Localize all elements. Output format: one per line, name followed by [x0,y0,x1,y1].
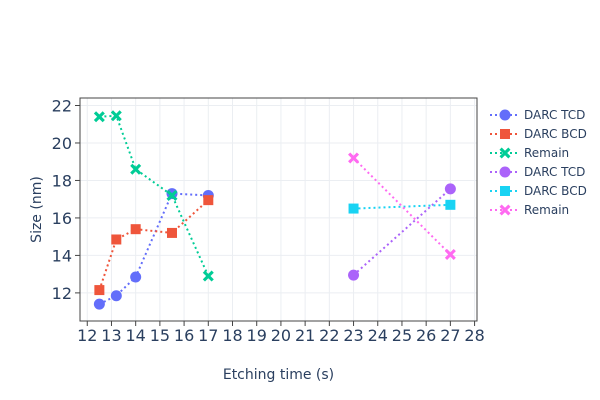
legend-marker [499,204,511,216]
data-point [444,183,456,195]
data-point [93,298,105,310]
x-tick-label: 14 [125,326,145,345]
y-tick-label: 22 [52,96,72,115]
data-point [130,224,141,235]
plot-area-frame [79,97,478,322]
x-tick-label: 19 [247,326,267,345]
legend-marker [500,186,510,196]
x-tick-label: 25 [392,326,412,345]
x-tick-label: 26 [416,326,436,345]
data-point [110,290,122,302]
y-tick-label: 16 [52,209,72,228]
series-2 [93,110,214,282]
data-point [130,163,142,175]
legend-marker [500,129,510,139]
data-point [444,248,456,260]
x-tick-label: 24 [368,326,388,345]
y-tick-label: 18 [52,171,72,190]
legend-item[interactable]: Remain [490,146,569,160]
legend-marker [499,147,511,159]
x-tick-label: 17 [198,326,218,345]
legend-label: DARC BCD [524,184,587,198]
legend-item[interactable]: Remain [490,203,569,217]
data-point [94,285,105,296]
legend[interactable]: DARC TCD DARC BCD Remain DARC TCD DARC BCD Re… [490,108,587,217]
y-axis-title: Size (nm) [29,176,45,243]
x-tick-label: 18 [222,326,242,345]
x-tick-label: 21 [295,326,315,345]
data-point [166,227,177,238]
data-point [111,234,122,245]
legend-marker [499,109,511,121]
x-tick-label: 28 [464,326,484,345]
legend-item[interactable]: DARC TCD [490,108,585,122]
legend-marker [499,166,511,178]
legend-label: Remain [524,146,569,160]
data-point [348,269,360,281]
gridlines [80,98,477,321]
data-point [166,189,178,201]
x-tick-label: 15 [150,326,170,345]
data-point [445,199,456,210]
data-point [348,203,359,214]
x-tick-label: 13 [101,326,121,345]
data-point [203,195,214,206]
series-1 [94,195,214,296]
data-point [93,111,105,123]
x-tick-label: 20 [271,326,291,345]
data-point [202,270,214,282]
y-tick-label: 12 [52,284,72,303]
x-tick-label: 27 [440,326,460,345]
data-point [110,110,122,122]
y-tick-label: 20 [52,134,72,153]
legend-item[interactable]: DARC BCD [490,127,587,141]
legend-item[interactable]: DARC TCD [490,165,585,179]
series-line [99,114,210,277]
legend-label: Remain [524,203,569,217]
legend-label: DARC TCD [524,165,585,179]
series-layer [93,110,456,310]
x-axis-ticks: 12 13 14 15 16 17 18 19 20 21 22 23 24 25 26 27 28 [77,321,485,345]
series-line [353,203,451,210]
data-point [348,152,360,164]
x-tick-label: 16 [174,326,194,345]
series-line [352,188,452,276]
y-axis-ticks: 12 14 16 18 20 22 [52,96,80,303]
legend-item[interactable]: DARC BCD [490,184,587,198]
y-tick-label: 14 [52,246,72,265]
series-3 [348,183,456,281]
x-tick-label: 22 [319,326,339,345]
x-tick-label: 12 [77,326,97,345]
legend-label: DARC TCD [524,108,585,122]
legend-label: DARC BCD [524,127,587,141]
series-4 [348,199,456,214]
x-tick-label: 23 [343,326,363,345]
x-axis-title: Etching time (s) [223,367,334,383]
data-point [130,271,142,283]
series-5 [348,152,456,260]
